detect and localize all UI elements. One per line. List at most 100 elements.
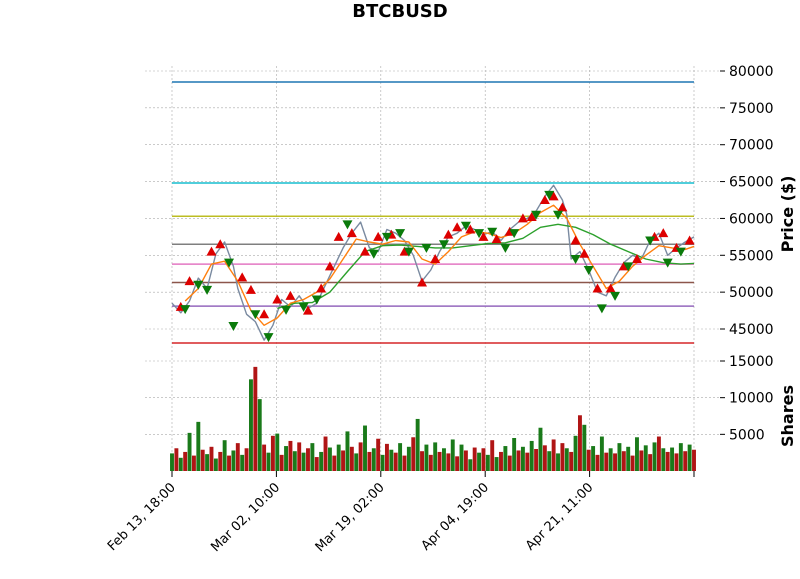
sell-signal-marker [438, 240, 449, 250]
buy-signal-marker [206, 246, 217, 256]
volume-bar [205, 454, 210, 471]
volume-bar [573, 435, 578, 471]
volume-bar [301, 452, 306, 471]
buy-signal-marker [478, 231, 489, 241]
buy-signal-marker [658, 228, 669, 238]
volume-bar [406, 446, 411, 471]
x-tick-label: Apr 04, 19:00 [419, 480, 492, 553]
volume-bar [253, 366, 258, 471]
sell-signal-marker [193, 280, 204, 290]
sell-signal-marker [421, 243, 432, 253]
volume-bar [213, 458, 218, 471]
price-tick-label: 65000 [729, 175, 774, 191]
sell-signal-marker [570, 254, 581, 264]
volume-tick-label: 15000 [729, 354, 774, 370]
grid-lines [145, 66, 720, 471]
volume-bar [279, 454, 284, 471]
sell-signal-marker [544, 190, 555, 200]
volume-bar [621, 451, 626, 471]
buy-signal-marker [373, 231, 384, 241]
volume-bar [354, 453, 359, 471]
volume-bar [692, 449, 696, 471]
price-tick-label: 80000 [729, 64, 774, 80]
sell-signal-marker [662, 258, 673, 268]
buy-signal-marker [333, 231, 344, 241]
x-tick-label: Apr 21, 11:00 [523, 480, 596, 553]
buy-signal-marker [452, 222, 463, 232]
volume-bar [262, 444, 267, 471]
buy-signal-marker [324, 261, 335, 271]
sell-signal-marker [342, 220, 353, 230]
price-tick-label: 45000 [729, 322, 774, 338]
volume-bar [446, 453, 451, 471]
volume-bar [455, 456, 460, 471]
volume-bar [507, 455, 512, 471]
volume-bar [534, 449, 539, 471]
buy-signal-marker [360, 246, 371, 256]
sell-signal-marker [509, 229, 520, 239]
volume-bar [363, 425, 367, 471]
volume-bar [577, 415, 582, 471]
volume-bar [249, 379, 253, 471]
sell-signal-marker [645, 236, 656, 246]
volume-bar [608, 448, 613, 471]
volume-bar [218, 451, 223, 471]
sell-signal-marker [228, 322, 239, 332]
volume-bar [288, 440, 293, 471]
sell-signal-marker [531, 210, 542, 220]
sell-signal-marker [381, 232, 392, 242]
volume-bar [389, 449, 394, 471]
price-tick-label: 70000 [729, 138, 774, 154]
buy-signal-marker [443, 229, 454, 239]
volume-bar [665, 451, 670, 471]
volume-bar [564, 448, 569, 471]
volume-bar [652, 442, 657, 471]
volume-bar [187, 432, 192, 471]
volume-tick-label: 10000 [729, 391, 774, 407]
volume-bar [683, 451, 688, 471]
x-tick-label: Mar 19, 02:00 [313, 480, 388, 555]
sell-signal-marker [596, 304, 607, 314]
sell-signal-marker [623, 262, 634, 272]
volume-bar [591, 446, 596, 471]
volume-bar [314, 457, 319, 471]
buy-signal-marker [430, 253, 441, 263]
volume-bar [380, 454, 385, 471]
volume-bar [468, 459, 473, 471]
volume-bar [349, 446, 354, 471]
volume-bar [582, 424, 587, 471]
volume-bar [319, 451, 324, 471]
volume-bar [661, 448, 666, 471]
fast-moving-average-line [184, 204, 695, 326]
sell-signal-marker [500, 243, 511, 253]
volume-bar [428, 454, 433, 471]
volume-bar [411, 437, 416, 471]
volume-bar [529, 440, 534, 471]
volume-bar [376, 438, 381, 471]
volume-bar [670, 447, 675, 471]
volume-bar [485, 454, 490, 471]
volume-bar [371, 448, 376, 471]
volume-bar [240, 454, 245, 471]
volume-bar [244, 448, 249, 471]
volume-bar [345, 431, 350, 471]
buy-signal-marker [272, 294, 283, 304]
volume-bar [490, 440, 495, 471]
buy-signal-marker [399, 246, 410, 256]
volume-bar [402, 455, 407, 471]
volume-bar [332, 455, 337, 471]
volume-bar [499, 451, 503, 471]
volume-bar [648, 454, 653, 471]
buy-signal-marker [579, 248, 590, 258]
volume-bar [463, 450, 468, 471]
volume-bar [635, 437, 639, 471]
volume-bar [542, 445, 547, 471]
buy-signal-marker [605, 283, 616, 293]
buy-signal-marker [491, 234, 502, 244]
price-axis-label: Price ($) [778, 176, 797, 253]
volume-bar [292, 451, 297, 471]
volume-axis-label: Shares [778, 385, 797, 447]
volume-bar [200, 449, 205, 471]
sell-signal-marker [224, 258, 235, 268]
